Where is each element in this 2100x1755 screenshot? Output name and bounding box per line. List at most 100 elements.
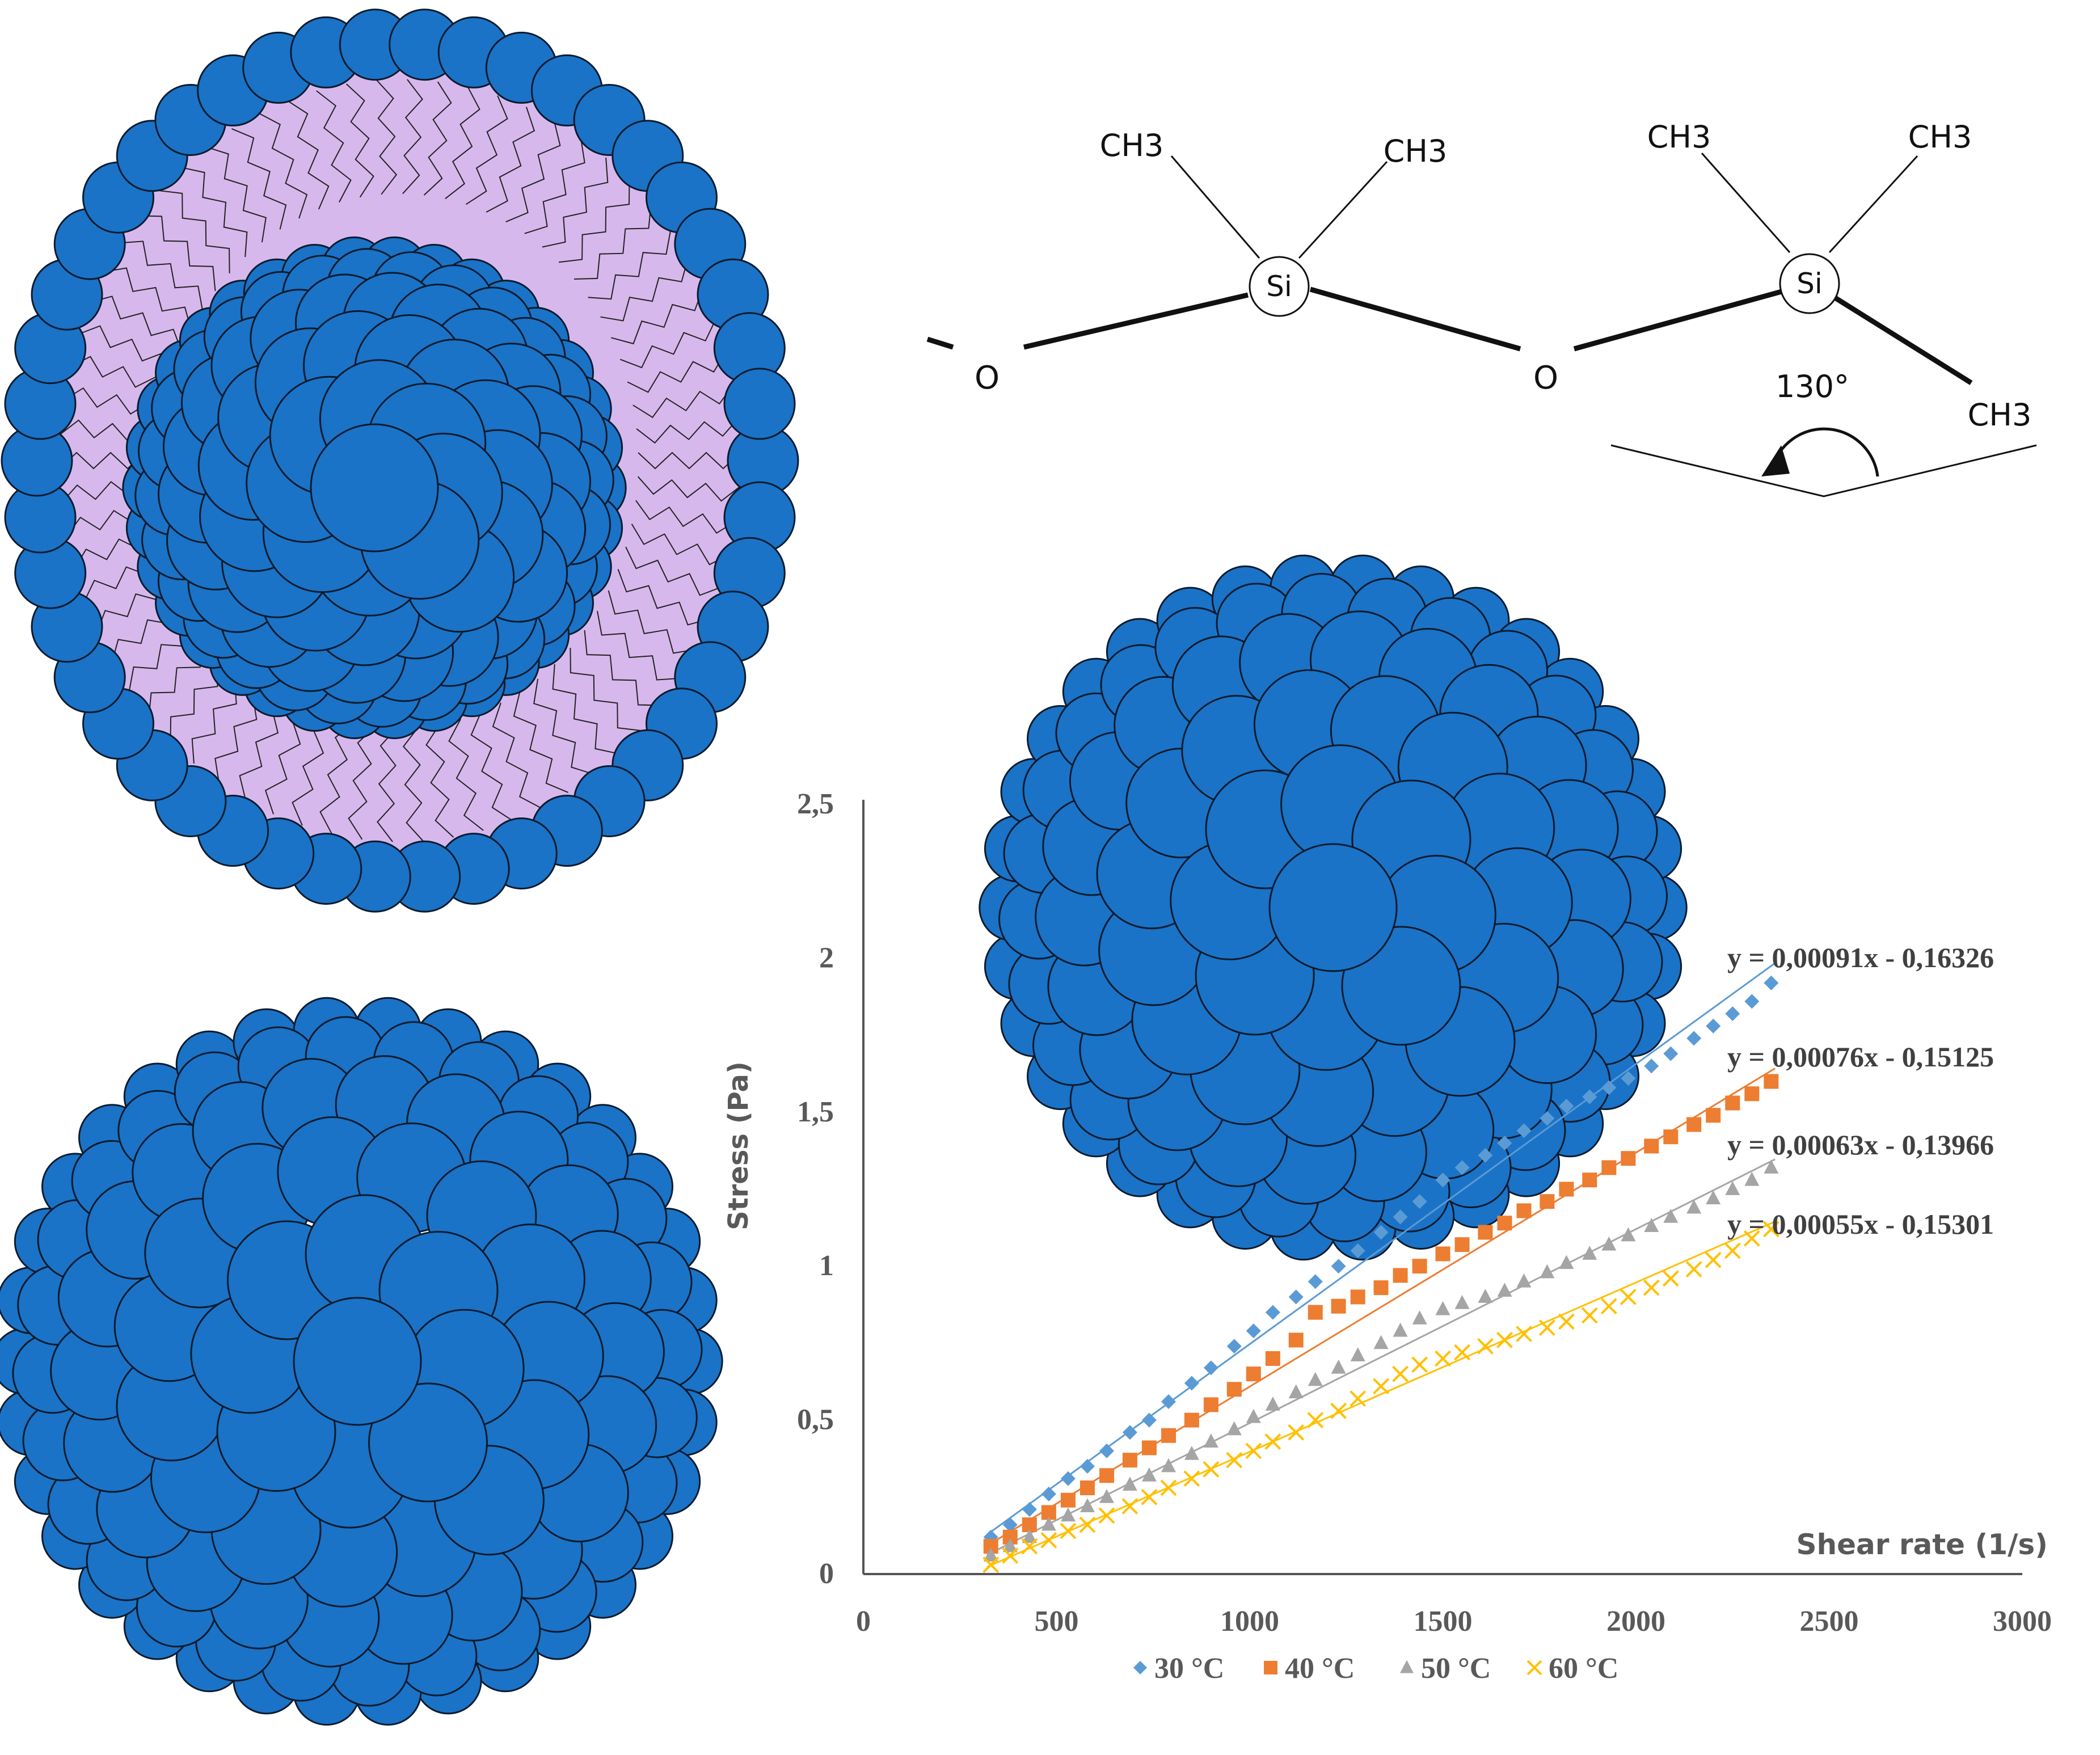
point-marker (1621, 1071, 1636, 1086)
vesicle-head-bead (723, 368, 796, 440)
point-marker (1288, 1289, 1304, 1305)
ch3-label-3: CH3 (1647, 119, 1711, 155)
point-marker (1373, 1335, 1389, 1349)
point-marker (1246, 1366, 1261, 1382)
x-tick-labels: 0 500 1000 1500 2000 2500 3000 (856, 1605, 2052, 1638)
point-marker (1725, 1095, 1740, 1111)
lipid-tail (611, 288, 704, 345)
point-marker (1079, 1480, 1095, 1496)
trendlines (986, 962, 1776, 1568)
point-marker (1621, 1151, 1636, 1166)
ch3-label-5: CH3 (1968, 397, 2032, 433)
point-marker (1002, 1517, 1018, 1533)
ch3-label-1: CH3 (1100, 128, 1164, 163)
point-marker (1724, 1242, 1741, 1259)
point-marker (1099, 1443, 1115, 1458)
series-3-points (982, 1221, 1779, 1573)
point-marker (1435, 1301, 1450, 1315)
x-tick-label: 2500 (1800, 1605, 1859, 1638)
point-marker (1288, 1332, 1304, 1348)
lipid-tail (448, 719, 484, 831)
bond-si2-ch3-right (1828, 155, 1918, 254)
point-marker (1122, 1453, 1137, 1468)
point-marker (1540, 1111, 1555, 1126)
point-marker (1412, 1194, 1427, 1209)
point-marker (1686, 1117, 1702, 1132)
point-marker (1393, 1322, 1408, 1337)
point-marker (1350, 1390, 1367, 1407)
point-marker (1764, 1074, 1779, 1089)
lipid-tail (574, 204, 652, 280)
point-marker (1600, 1298, 1617, 1315)
point-marker (1246, 1323, 1261, 1339)
point-marker (1161, 1394, 1176, 1410)
point-marker (1184, 1376, 1199, 1391)
point-marker (1477, 1338, 1494, 1355)
point-marker (1021, 1538, 1038, 1555)
point-marker (1133, 1661, 1147, 1674)
point-marker (1686, 1031, 1702, 1046)
point-marker (1265, 1351, 1280, 1366)
ch3-label-4: CH3 (1908, 119, 1972, 155)
angle-label: 130° (1776, 369, 1849, 404)
point-marker (1744, 1086, 1760, 1102)
lipid-tail (505, 121, 561, 223)
point-marker (1558, 1313, 1575, 1330)
point-marker (1246, 1408, 1261, 1423)
bond-si1-ch3-right (1298, 161, 1388, 259)
sphere-left-bead (368, 1382, 488, 1503)
lipid-tail (205, 146, 267, 243)
lipid-tail (588, 230, 672, 300)
point-marker (1685, 1261, 1702, 1278)
point-marker (1308, 1372, 1323, 1386)
point-marker (1582, 1172, 1597, 1188)
lipid-tail (376, 79, 398, 195)
point-marker (1264, 1661, 1277, 1674)
point-marker (1060, 1522, 1077, 1539)
point-marker (1141, 1467, 1157, 1482)
sphere-left-bead (293, 1297, 422, 1426)
point-marker (1184, 1412, 1199, 1428)
lipid-tail (103, 267, 192, 331)
point-marker (1643, 1279, 1660, 1296)
point-marker (1412, 1310, 1427, 1324)
data-points (982, 975, 1779, 1573)
o-label-2: O (1533, 360, 1558, 396)
equation-label-2: y = 0,00063x - 0,13966 (1727, 1129, 1994, 1161)
x-tick-label: 3000 (1993, 1605, 2052, 1638)
bond-o2-si2 (1573, 286, 1791, 352)
point-marker (1582, 1246, 1597, 1260)
lipid-tail (600, 258, 689, 322)
si-label-1: Si (1266, 270, 1292, 303)
point-marker (1392, 1365, 1409, 1382)
angle-arrowhead (1761, 445, 1790, 476)
regression-equations: y = 0,00091x - 0,16326 y = 0,00076x - 0,1… (1727, 942, 1994, 1240)
point-marker (1663, 1129, 1679, 1145)
point-marker (1686, 1199, 1702, 1214)
legend-label-2: 50 °C (1421, 1652, 1491, 1685)
point-marker (1002, 1538, 1018, 1552)
y-tick-label: 0,5 (797, 1404, 834, 1436)
point-marker (1288, 1384, 1304, 1399)
y-tick-label: 0 (819, 1558, 834, 1590)
point-marker (1099, 1468, 1115, 1483)
point-marker (1478, 1289, 1493, 1303)
point-marker (1516, 1203, 1532, 1218)
lipid-tail (423, 81, 452, 196)
point-marker (1203, 1397, 1218, 1412)
point-marker (1644, 1058, 1659, 1074)
point-marker (1288, 1424, 1305, 1441)
point-marker (1393, 1209, 1408, 1225)
lipid-tail (631, 524, 731, 566)
x-tick-label: 1000 (1220, 1605, 1279, 1638)
shear-stress-chart: 0 0,5 1 1,5 2 2,5 0 500 1000 1500 2000 2500 3000 St… (723, 788, 2052, 1685)
bond-si2-ch3 (1833, 296, 1973, 385)
point-marker (1060, 1492, 1076, 1508)
lipid-tail (627, 351, 727, 393)
point-marker (1744, 1171, 1760, 1186)
lipid-tail (181, 167, 248, 258)
point-marker (1435, 1172, 1450, 1188)
bond-si1-o2 (1309, 286, 1521, 352)
lipid-tail (445, 87, 480, 200)
bond-si2-ch3-left (1701, 153, 1791, 253)
